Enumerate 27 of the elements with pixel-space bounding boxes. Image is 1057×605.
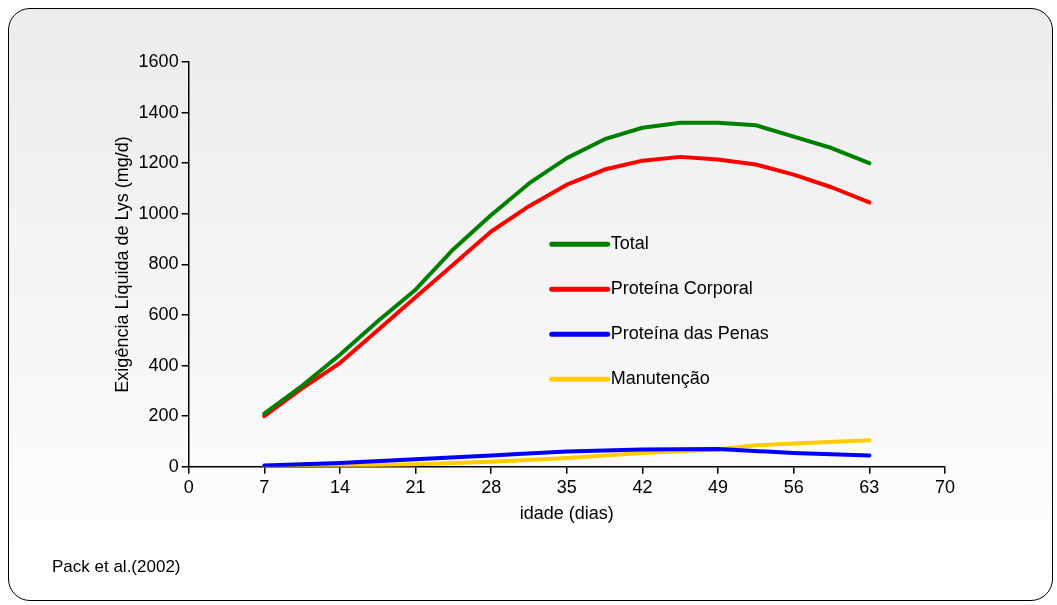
y-tick-label: 600 — [148, 303, 179, 324]
y-tick-label: 1400 — [138, 101, 179, 122]
x-tick-label: 28 — [481, 476, 502, 497]
y-tick-label: 1200 — [138, 152, 179, 173]
legend-label: Manutenção — [610, 368, 710, 389]
y-tick-label: 400 — [148, 354, 179, 375]
x-tick-label: 35 — [556, 476, 577, 497]
y-axis-title: Exigência Líquida de Lys (mg/d) — [111, 136, 132, 393]
x-tick-label: 56 — [783, 476, 804, 497]
text: Pack et al.(2002) — [52, 557, 181, 577]
x-tick-label: 7 — [259, 476, 270, 497]
x-tick-label: 49 — [708, 476, 729, 497]
x-tick-label: 14 — [329, 476, 350, 497]
y-tick-label: 0 — [168, 455, 179, 476]
x-tick-label: 42 — [632, 476, 653, 497]
legend-label: Total — [610, 233, 649, 254]
y-tick-label: 800 — [148, 253, 179, 274]
y-tick-label: 200 — [148, 405, 179, 426]
y-tick-label: 1600 — [138, 50, 179, 71]
x-tick-label: 0 — [183, 476, 194, 497]
x-axis-title: idade (dias) — [519, 503, 614, 524]
y-tick-label: 1000 — [138, 202, 179, 223]
x-tick-label: 63 — [859, 476, 880, 497]
x-tick-label: 70 — [934, 476, 956, 497]
x-tick-label: 21 — [405, 476, 426, 497]
legend-label: Proteína das Penas — [610, 323, 769, 344]
legend-label: Proteína Corporal — [610, 278, 753, 299]
